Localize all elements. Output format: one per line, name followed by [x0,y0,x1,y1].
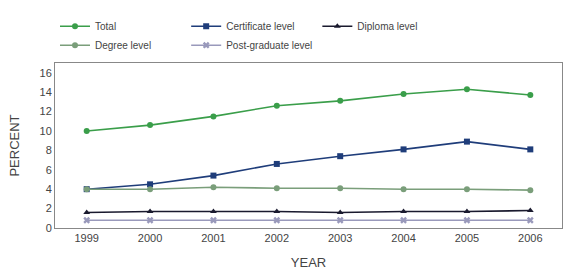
svg-text:12: 12 [40,105,52,117]
svg-text:2001: 2001 [201,232,225,244]
svg-text:2004: 2004 [391,232,415,244]
svg-text:2002: 2002 [265,232,289,244]
svg-text:6: 6 [46,164,52,176]
svg-text:16: 16 [40,67,52,79]
svg-text:2: 2 [46,202,52,214]
svg-text:0: 0 [46,222,52,234]
svg-text:14: 14 [40,86,52,98]
svg-text:4: 4 [46,183,52,195]
svg-text:Certificate level: Certificate level [226,21,294,32]
svg-text:2000: 2000 [138,232,162,244]
svg-text:8: 8 [46,144,52,156]
svg-text:2005: 2005 [455,232,479,244]
svg-text:10: 10 [40,125,52,137]
svg-text:Total: Total [95,21,116,32]
svg-text:PERCENT: PERCENT [7,114,22,176]
svg-text:Degree level: Degree level [95,40,151,51]
svg-text:Post-graduate level: Post-graduate level [226,40,312,51]
svg-text:2003: 2003 [328,232,352,244]
svg-text:YEAR: YEAR [291,255,326,270]
svg-text:1999: 1999 [74,232,98,244]
svg-text:Diploma level: Diploma level [357,21,417,32]
svg-text:2006: 2006 [518,232,542,244]
